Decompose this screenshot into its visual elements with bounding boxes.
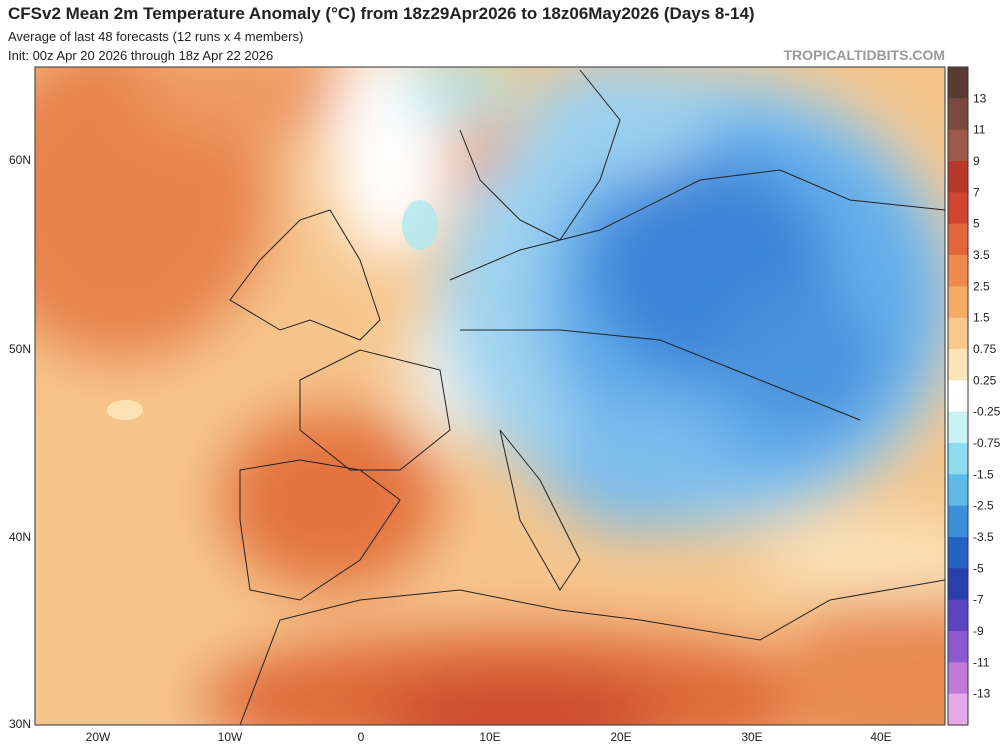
colorbar-label: -1.5 (973, 467, 994, 481)
colorbar-segment (948, 286, 968, 319)
colorbar-label: 9 (973, 154, 980, 168)
colorbar-segment (948, 599, 968, 632)
init-text: Init: 00z Apr 20 2026 through 18z Apr 22… (8, 48, 273, 63)
colorbar-segment (948, 98, 968, 131)
colorbar-label: -7 (973, 593, 984, 607)
lat-label: 50N (9, 342, 31, 356)
colorbar-label: -0.25 (973, 405, 1000, 419)
colorbar-segment (948, 380, 968, 413)
colorbar-label: 2.5 (973, 279, 990, 293)
colorbar-segment (948, 693, 968, 726)
lat-label: 60N (9, 153, 31, 167)
lon-label: 0 (358, 730, 365, 744)
colorbar-label: -5 (973, 561, 984, 575)
colorbar-label: 5 (973, 217, 980, 231)
colorbar-label: 13 (973, 91, 987, 105)
colorbar-label: 0.75 (973, 342, 997, 356)
lon-label: 20E (610, 730, 631, 744)
colorbar-segment (948, 317, 968, 350)
colorbar-label: -13 (973, 687, 991, 701)
map-frame (34, 66, 946, 726)
lat-label: 30N (9, 717, 31, 731)
colorbar-segment (948, 349, 968, 381)
colorbar-frame (947, 66, 969, 726)
lon-label: 10E (479, 730, 500, 744)
colorbar-segment (948, 443, 968, 475)
colorbar-segment (948, 223, 968, 256)
lat-label: 40N (9, 530, 31, 544)
colorbar-label: 7 (973, 185, 980, 199)
colorbar-segment (948, 129, 968, 162)
colorbar-label: -9 (973, 624, 984, 638)
lon-label: 40E (870, 730, 891, 744)
colorbar-segment (948, 411, 968, 444)
colorbar-segment (948, 474, 968, 507)
colorbar-segment (948, 568, 968, 601)
colorbar-segment (948, 662, 968, 695)
colorbar-segment (948, 67, 968, 99)
colorbar-label: -11 (973, 655, 990, 669)
subtitle: Average of last 48 forecasts (12 runs x … (8, 29, 303, 44)
colorbar-label: -2.5 (973, 499, 994, 513)
map (35, 67, 945, 725)
colorbar-label: 3.5 (973, 248, 990, 262)
colorbar-segment (948, 255, 968, 287)
title: CFSv2 Mean 2m Temperature Anomaly (°C) f… (8, 4, 755, 23)
watermark: TROPICALTIDBITS.COM (783, 47, 945, 63)
colorbar: 13 11 9 7 5 3.5 2.5 1.5 0.75 0.25 -0.25 -0.75 -1.5 -2… (947, 66, 1000, 726)
colorbar-label: -3.5 (973, 530, 994, 544)
lon-label: 30E (741, 730, 762, 744)
colorbar-segment (948, 631, 968, 663)
colorbar-segment (948, 537, 968, 569)
lon-label: 10W (218, 730, 243, 744)
colorbar-label: -0.75 (973, 436, 1000, 450)
lon-label: 20W (86, 730, 111, 744)
axis-labels: 60N 50N 40N 30N 20W 10W 0 10E 20E 30E 40E (9, 153, 892, 744)
colorbar-segment (948, 505, 968, 538)
colorbar-label: 11 (973, 123, 986, 137)
colorbar-segment (948, 161, 968, 193)
colorbar-segment (948, 192, 968, 225)
colorbar-label: 1.5 (973, 311, 990, 325)
colorbar-label: 0.25 (973, 373, 997, 387)
